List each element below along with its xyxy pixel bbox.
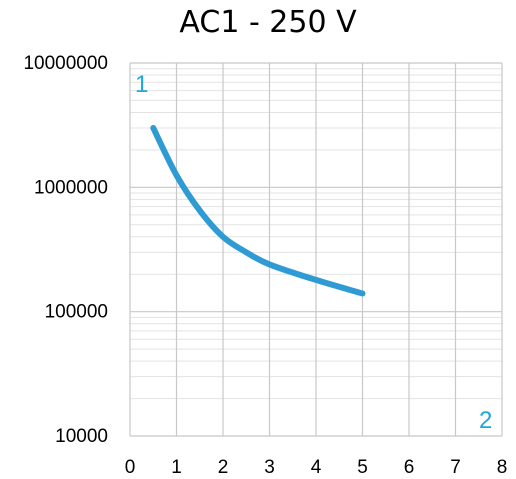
- x-tick-label: 8: [497, 457, 508, 478]
- x-tick-label: 2: [218, 457, 229, 478]
- x-tick-label: 3: [264, 457, 275, 478]
- x-tick-label: 7: [450, 457, 461, 478]
- series-line: [150, 125, 366, 297]
- x-tick-label: 0: [125, 457, 136, 478]
- y-tick-label: 10000000: [23, 53, 108, 74]
- corner-label-bottom-right: 2: [479, 407, 492, 434]
- x-tick-label: 6: [404, 457, 415, 478]
- x-tick-label: 5: [357, 457, 368, 478]
- chart-title: AC1 - 250 V: [179, 5, 357, 40]
- corner-label-top-left: 1: [135, 71, 148, 98]
- y-tick-label: 100000: [45, 302, 108, 323]
- y-tick-label: 10000: [55, 426, 108, 447]
- x-tick-label: 4: [311, 457, 322, 478]
- grid: [129, 62, 503, 437]
- y-axis-ticks: 10000 100000 1000000 10000000: [23, 53, 108, 447]
- x-tick-label: 1: [171, 457, 182, 478]
- x-axis-ticks: 0 1 2 3 4 5 6 7 8: [125, 457, 508, 478]
- y-tick-label: 1000000: [34, 177, 108, 198]
